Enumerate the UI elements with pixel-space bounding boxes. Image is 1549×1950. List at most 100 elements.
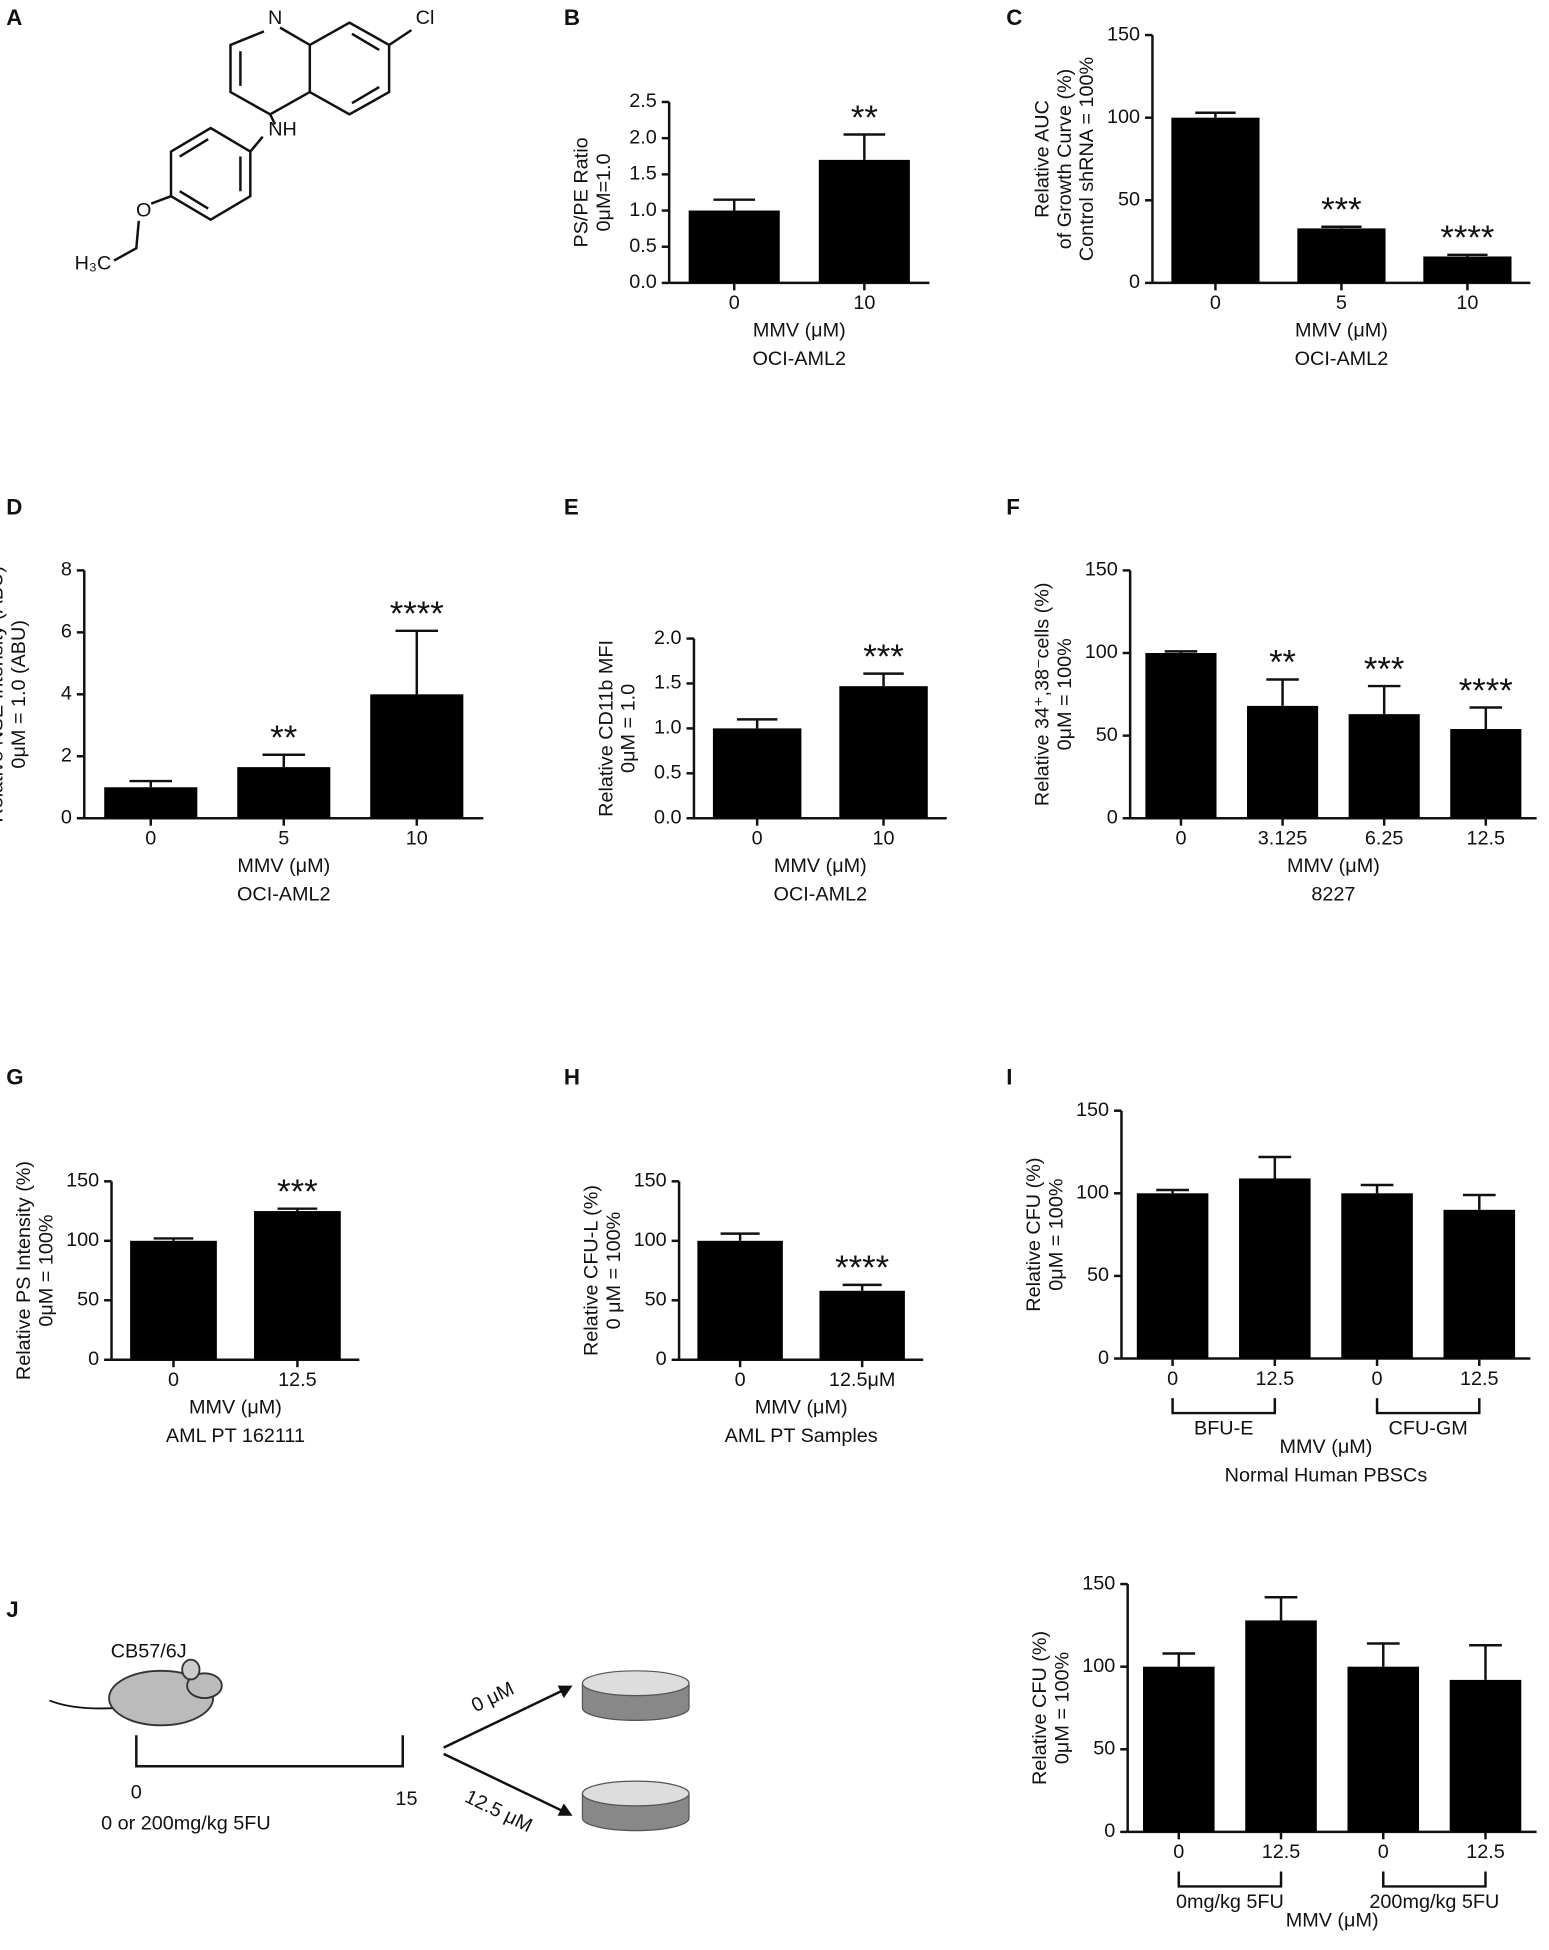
dish-top [581, 1670, 690, 1697]
x-axis-label: MMV (μM) [1280, 1436, 1373, 1458]
significance-label: **** [390, 595, 444, 633]
y-tick-label: 150 [1076, 1099, 1109, 1121]
y-tick-label: 2.0 [629, 126, 657, 148]
y-tick-label: 0 [1104, 1820, 1115, 1842]
error-bar [153, 1237, 194, 1241]
bond [229, 26, 312, 116]
panel-letter: I [1006, 1064, 1012, 1089]
atom: Cl [416, 7, 435, 29]
y-axis-label: 0μM = 100% [35, 1214, 57, 1326]
arrow [443, 1752, 569, 1815]
group-label: CFU-GM [1389, 1417, 1468, 1439]
y-axis-label: Relative NSE Intensity (ABU) [0, 566, 8, 823]
bar [104, 787, 198, 819]
mouse-strain: CB57/6J [111, 1640, 187, 1662]
x-tick-label: 5 [1336, 292, 1347, 314]
x-axis-label: 8227 [1311, 883, 1355, 905]
y-tick-label: 150 [1107, 23, 1140, 45]
x-tick-label: 0 [729, 292, 740, 314]
y-tick-label: 0 [1107, 806, 1118, 828]
x-axis-label: OCI-AML2 [774, 883, 868, 905]
error-bar [713, 198, 756, 211]
significance-label: *** [863, 638, 904, 676]
error-bar [720, 1232, 760, 1241]
x-axis-label: MMV (μM) [1295, 319, 1388, 341]
panel-letter: D [6, 494, 22, 519]
y-axis-label: Relative CFU (%) [1023, 1158, 1045, 1312]
error-bar [1469, 706, 1503, 730]
bar [1247, 705, 1319, 819]
x-tick-label: 0 [1175, 828, 1186, 850]
arrow-head [557, 1685, 573, 1699]
bar [130, 1240, 217, 1360]
y-tick-label: 0.0 [654, 806, 682, 828]
x-tick-label: 0 [168, 1369, 179, 1391]
bar [1347, 1666, 1420, 1832]
error-bar [863, 672, 904, 687]
y-tick-label: 100 [1107, 106, 1140, 128]
arrow-label: 0 μM [468, 1678, 518, 1717]
atom: NH [268, 119, 297, 141]
bond [150, 195, 172, 205]
bar [839, 686, 928, 819]
y-tick-label: 2.0 [654, 627, 682, 649]
significance-label: *** [1321, 191, 1362, 229]
y-axis-label: of Growth Curve (%) [1054, 69, 1076, 250]
y-tick-label: 1.0 [654, 717, 682, 739]
y-tick-label: 0 [61, 806, 72, 828]
error-bar [1164, 650, 1198, 654]
x-tick-label: 0 [1173, 1841, 1184, 1863]
y-axis-label: Relative CD11b MFI [595, 640, 617, 817]
bond [269, 113, 277, 125]
bar [688, 210, 780, 283]
bar-chart: B 0.0 0.5 1.0 1.5 2.0 2.5 PS/PE Ratio 0μM=1.0 0 10… [564, 5, 930, 370]
y-tick-label: 1.5 [629, 163, 657, 185]
error-bar [842, 1283, 882, 1291]
error-bar [736, 718, 778, 729]
error-bar [1366, 1642, 1400, 1667]
x-axis-label: OCI-AML2 [1295, 348, 1389, 370]
group-bracket [1171, 1398, 1277, 1415]
bar-chart: D 0 2 4 6 8 Relative NSE Intensity (ABU)0μM = … [0, 494, 484, 905]
y-tick-label: 0 [1098, 1347, 1109, 1369]
x-tick-label: 12.5 [1256, 1368, 1295, 1390]
error-bar [1266, 678, 1299, 706]
atom: O [136, 199, 151, 221]
bar [370, 694, 464, 819]
bar-chart: I 0 50 100 150 Relative CFU (%) 0μM = 100% 0 12.… [1006, 1064, 1531, 1486]
x-tick-label: 5 [278, 828, 289, 850]
y-tick-label: 50 [77, 1289, 99, 1311]
y-tick-label: 100 [634, 1229, 667, 1251]
bar [1450, 729, 1522, 819]
y-tick-label: 0.5 [629, 235, 657, 257]
x-tick-label: 12.5μM [829, 1369, 895, 1391]
x-tick-label: 10 [406, 828, 428, 850]
dish [581, 1780, 690, 1832]
y-axis-label: Control shRNA = 100% [1076, 57, 1098, 261]
x-tick-label: 0 [1167, 1368, 1178, 1390]
mouse-tail [49, 1699, 118, 1710]
y-tick-label: 150 [1085, 559, 1118, 581]
arrow-head [557, 1803, 573, 1816]
bond [309, 21, 391, 116]
dish-top [581, 1780, 690, 1807]
y-tick-label: 150 [66, 1170, 99, 1192]
y-tick-label: 0 [1129, 271, 1140, 293]
error-bar [1156, 1188, 1189, 1194]
bar [1443, 1209, 1516, 1359]
significance-label: **** [835, 1249, 889, 1287]
x-tick-label: 12.5 [1460, 1368, 1499, 1390]
x-axis-label: Normal Human PBSCs [1225, 1464, 1428, 1486]
error-bar [1258, 1155, 1292, 1179]
day-label: 0 [131, 1782, 142, 1804]
arrow [443, 1687, 569, 1749]
x-tick-label: 12.5 [1262, 1841, 1301, 1863]
x-tick-label: 0 [1378, 1841, 1389, 1863]
error-bar [1469, 1643, 1502, 1680]
significance-label: **** [1459, 672, 1513, 710]
bar [1239, 1178, 1311, 1359]
panel-letter: F [1006, 494, 1020, 519]
x-axis-label: MMV (μM) [1286, 1909, 1379, 1931]
x-tick-label: 3.125 [1258, 828, 1308, 850]
